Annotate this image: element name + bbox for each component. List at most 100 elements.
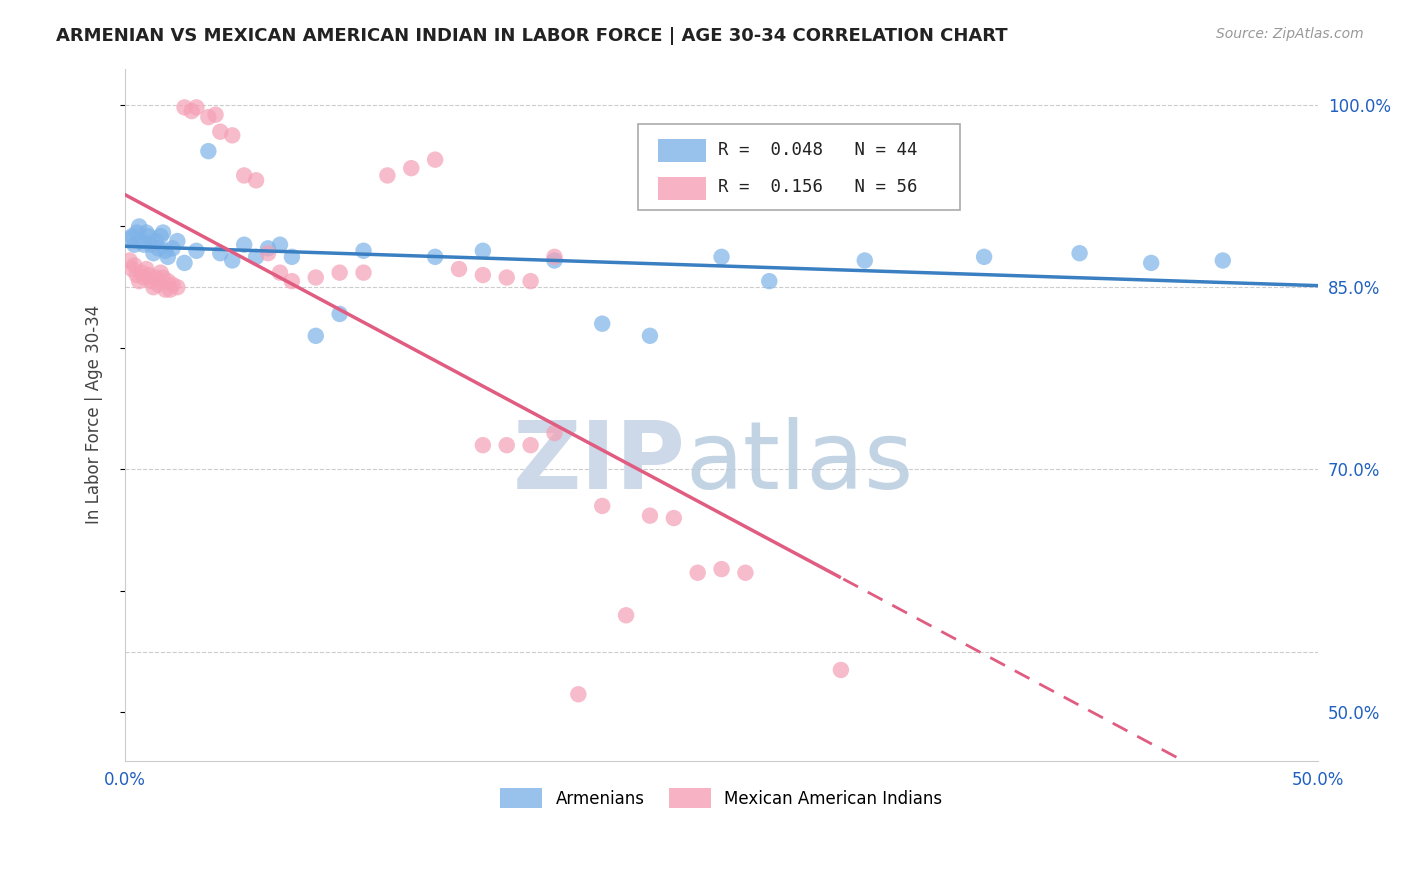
- Point: [1212, 253, 1234, 268]
- Point: [257, 246, 280, 260]
- Point: [132, 237, 155, 252]
- Point: [221, 128, 243, 143]
- Point: [135, 226, 157, 240]
- Point: [156, 274, 179, 288]
- Point: [131, 234, 153, 248]
- Point: [471, 244, 494, 258]
- Point: [173, 256, 195, 270]
- Point: [138, 268, 160, 282]
- FancyBboxPatch shape: [658, 139, 706, 162]
- Text: ARMENIAN VS MEXICAN AMERICAN INDIAN IN LABOR FORCE | AGE 30-34 CORRELATION CHART: ARMENIAN VS MEXICAN AMERICAN INDIAN IN L…: [56, 27, 1008, 45]
- Point: [710, 250, 733, 264]
- Point: [125, 226, 148, 240]
- Point: [159, 283, 181, 297]
- Point: [353, 244, 375, 258]
- Point: [186, 244, 208, 258]
- Point: [180, 103, 202, 118]
- Point: [329, 266, 352, 280]
- Point: [567, 687, 589, 701]
- Point: [233, 169, 256, 183]
- Point: [197, 110, 219, 124]
- FancyBboxPatch shape: [658, 177, 706, 200]
- Point: [145, 270, 167, 285]
- Point: [305, 270, 328, 285]
- Point: [162, 277, 184, 292]
- Point: [281, 250, 304, 264]
- Point: [758, 274, 780, 288]
- Point: [152, 270, 174, 285]
- Point: [257, 241, 280, 255]
- Point: [543, 425, 565, 440]
- Point: [269, 237, 291, 252]
- Point: [245, 173, 267, 187]
- Text: Source: ZipAtlas.com: Source: ZipAtlas.com: [1216, 27, 1364, 41]
- Point: [142, 246, 165, 260]
- Point: [543, 253, 565, 268]
- Point: [121, 262, 143, 277]
- Point: [128, 274, 150, 288]
- Point: [973, 250, 995, 264]
- Point: [662, 511, 685, 525]
- Point: [830, 663, 852, 677]
- Point: [401, 161, 423, 176]
- Point: [377, 169, 399, 183]
- Point: [853, 253, 876, 268]
- Point: [471, 268, 494, 282]
- Point: [162, 241, 184, 255]
- Text: R =  0.156   N = 56: R = 0.156 N = 56: [718, 178, 918, 196]
- Point: [118, 232, 141, 246]
- Point: [197, 144, 219, 158]
- Point: [471, 438, 494, 452]
- Text: atlas: atlas: [686, 417, 914, 509]
- Point: [131, 266, 153, 280]
- Point: [686, 566, 709, 580]
- Point: [118, 253, 141, 268]
- Y-axis label: In Labor Force | Age 30-34: In Labor Force | Age 30-34: [86, 305, 103, 524]
- Point: [124, 258, 146, 272]
- Point: [305, 328, 328, 343]
- Point: [614, 608, 637, 623]
- Point: [209, 125, 232, 139]
- Point: [149, 266, 172, 280]
- Point: [145, 234, 167, 248]
- Point: [269, 266, 291, 280]
- Legend: Armenians, Mexican American Indians: Armenians, Mexican American Indians: [494, 781, 949, 815]
- Point: [638, 508, 661, 523]
- Point: [152, 226, 174, 240]
- Point: [591, 499, 613, 513]
- Point: [519, 438, 541, 452]
- Point: [329, 307, 352, 321]
- Point: [135, 262, 157, 277]
- Point: [495, 438, 517, 452]
- Point: [447, 262, 470, 277]
- Point: [1140, 256, 1163, 270]
- Point: [139, 237, 162, 252]
- Point: [209, 246, 232, 260]
- Point: [423, 153, 446, 167]
- Point: [173, 100, 195, 114]
- Point: [155, 283, 177, 297]
- Point: [149, 229, 172, 244]
- Point: [166, 280, 188, 294]
- Point: [156, 250, 179, 264]
- Point: [353, 266, 375, 280]
- Point: [128, 219, 150, 234]
- Point: [221, 253, 243, 268]
- Point: [186, 100, 208, 114]
- Point: [148, 277, 170, 292]
- Point: [734, 566, 756, 580]
- Point: [139, 274, 162, 288]
- Point: [121, 229, 143, 244]
- Point: [125, 268, 148, 282]
- Point: [519, 274, 541, 288]
- Point: [142, 280, 165, 294]
- FancyBboxPatch shape: [638, 124, 960, 211]
- Point: [155, 244, 177, 258]
- Point: [233, 237, 256, 252]
- Point: [710, 562, 733, 576]
- Point: [138, 229, 160, 244]
- Point: [591, 317, 613, 331]
- Point: [423, 250, 446, 264]
- Point: [132, 270, 155, 285]
- Point: [638, 328, 661, 343]
